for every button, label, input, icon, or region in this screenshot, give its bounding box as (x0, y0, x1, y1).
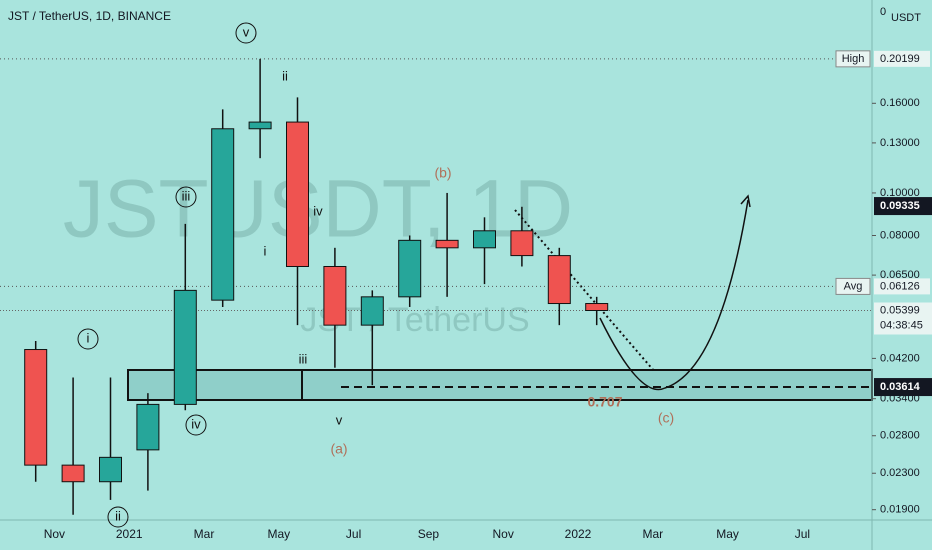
x-tick-label: Mar (194, 527, 215, 541)
x-tick-label: Jul (795, 527, 810, 541)
wave-label: iii (299, 351, 308, 366)
wave-circle (235, 22, 257, 44)
y-tick-label: 0.06500 (880, 269, 920, 281)
price-tag-box (835, 50, 871, 68)
candle-body (435, 239, 459, 249)
wave-label: iii (182, 188, 191, 203)
candle-body (286, 121, 309, 267)
candle-body (398, 239, 422, 298)
x-tick-label: Sep (418, 527, 440, 541)
y-tick-label: 0.04200 (880, 352, 920, 364)
wave-circle (175, 186, 197, 208)
candle-body (473, 230, 496, 249)
y-tick-label: 0.16000 (880, 97, 920, 109)
wave-label: v (243, 24, 250, 39)
highlight-box (874, 197, 932, 216)
y-tick-label: 0.13000 (880, 137, 920, 149)
y-tick-label: 0.10000 (880, 187, 920, 199)
chart-title: JST / TetherUS, 1D, BINANCE (8, 9, 171, 23)
candle-body (211, 128, 235, 301)
x-tick-label: 2022 (565, 527, 592, 541)
trend-line (514, 209, 656, 373)
wave-label: (a) (330, 441, 347, 457)
wave-label: ii (115, 508, 121, 523)
candle-body (24, 349, 48, 466)
price-label: 0.06126 (880, 280, 920, 292)
price-tag-box (835, 277, 871, 295)
price-label-box (874, 50, 930, 67)
candle-body (173, 289, 197, 405)
y-tick-label: 0.02800 (880, 430, 920, 442)
candle-body (248, 121, 272, 130)
candle-body (547, 255, 571, 305)
projection-arrow (740, 194, 751, 208)
axis-header: USDT (891, 12, 921, 24)
wave-label: iv (313, 203, 323, 218)
candle-body (510, 230, 534, 257)
price-tag: Avg (844, 280, 863, 292)
candle-body (61, 464, 85, 483)
wave-label: (c) (658, 410, 674, 426)
y-tick-label: 0.02300 (880, 467, 920, 479)
last-price-label: 0.05399 (880, 304, 920, 316)
highlight-box (874, 378, 932, 397)
wave-circle (185, 414, 207, 436)
wave-circle (77, 328, 99, 350)
price-label-box (874, 278, 930, 295)
wave-label: i (87, 330, 90, 345)
x-tick-label: Nov (493, 527, 514, 541)
y-tick-label: 0.08000 (880, 229, 920, 241)
x-tick-label: Mar (642, 527, 663, 541)
highlight-label: 0.03614 (880, 381, 921, 393)
x-tick-label: Nov (44, 527, 65, 541)
wave-label: i (264, 243, 267, 258)
wave-circle (107, 506, 129, 528)
axis-header: 0 (880, 6, 886, 18)
wave-label: ii (282, 68, 288, 83)
wave-label: v (336, 412, 343, 427)
wave-label: iv (191, 416, 201, 431)
projection-path (599, 199, 749, 391)
candle-body (360, 296, 384, 326)
x-tick-label: May (267, 527, 290, 541)
price-label: 0.20199 (880, 53, 920, 65)
countdown: 04:38:45 (880, 319, 923, 331)
x-tick-label: 2021 (116, 527, 143, 541)
last-price-box (874, 302, 932, 335)
highlight-label: 0.09335 (880, 200, 920, 212)
x-tick-label: Jul (346, 527, 361, 541)
candle-body (323, 265, 347, 326)
price-tag: High (842, 53, 865, 65)
candle-body (136, 403, 160, 451)
support-zone (127, 369, 873, 401)
candle-body (99, 456, 122, 483)
x-tick-label: May (716, 527, 739, 541)
wave-label: (b) (434, 165, 451, 181)
candle-body (585, 303, 609, 311)
wave-label: 0.707 (587, 394, 622, 410)
y-tick-label: 0.01900 (880, 504, 920, 516)
